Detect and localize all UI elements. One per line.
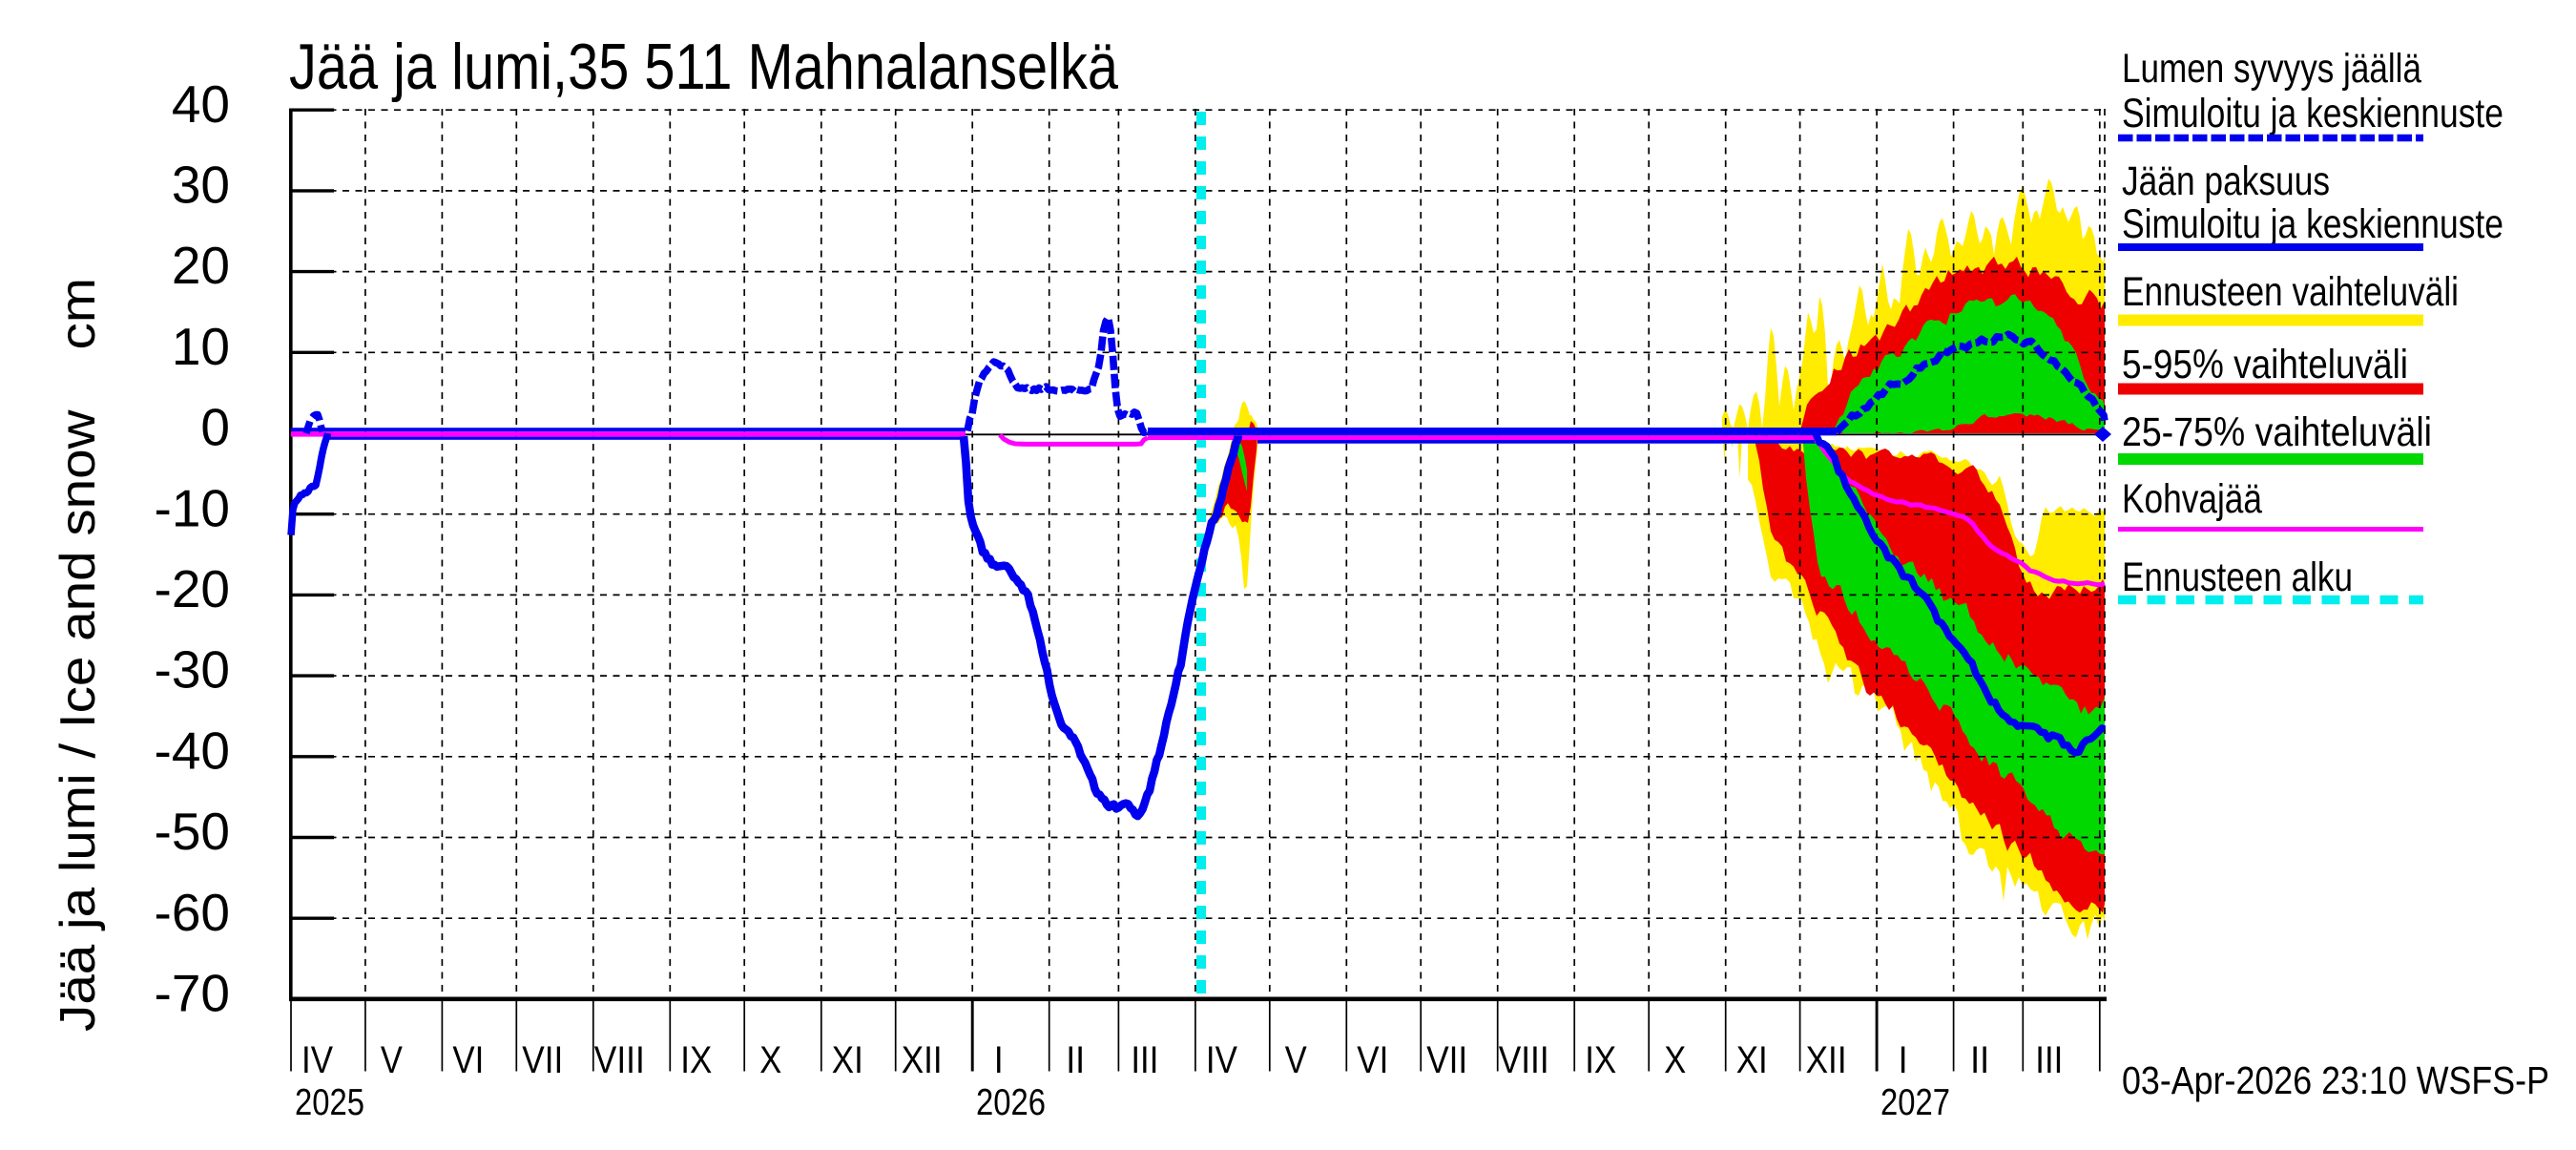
svg-text:XI: XI: [1736, 1039, 1768, 1081]
svg-text:VII: VII: [522, 1039, 563, 1081]
svg-text:Ennusteen vaihteluväli: Ennusteen vaihteluväli: [2122, 270, 2459, 315]
svg-text:-30: -30: [155, 640, 231, 700]
svg-text:IX: IX: [680, 1039, 712, 1081]
svg-text:X: X: [1664, 1039, 1686, 1081]
svg-text:III: III: [1131, 1039, 1158, 1081]
svg-text:-50: -50: [155, 802, 231, 861]
svg-text:VII: VII: [1426, 1039, 1467, 1081]
svg-text:Lumen syvyys jäällä: Lumen syvyys jäällä: [2122, 47, 2421, 92]
svg-text:IV: IV: [1206, 1039, 1237, 1081]
svg-text:VI: VI: [452, 1039, 484, 1081]
svg-text:25-75% vaihteluväli: 25-75% vaihteluväli: [2122, 410, 2432, 455]
svg-text:03-Apr-2026 23:10 WSFS-P: 03-Apr-2026 23:10 WSFS-P: [2122, 1058, 2549, 1102]
svg-text:-10: -10: [155, 478, 231, 537]
svg-text:V: V: [1285, 1039, 1307, 1081]
svg-text:40: 40: [172, 74, 230, 134]
svg-text:Simuloitu ja keskiennuste: Simuloitu ja keskiennuste: [2122, 202, 2503, 247]
svg-text:III: III: [2035, 1039, 2063, 1081]
svg-text:30: 30: [172, 156, 230, 215]
svg-text:2026: 2026: [976, 1082, 1046, 1123]
svg-text:Ennusteen alku: Ennusteen alku: [2122, 555, 2353, 600]
svg-text:VI: VI: [1357, 1039, 1388, 1081]
svg-text:XI: XI: [832, 1039, 863, 1081]
svg-text:2027: 2027: [1880, 1082, 1950, 1123]
svg-text:Jään paksuus: Jään paksuus: [2122, 159, 2330, 204]
svg-text:-20: -20: [155, 559, 231, 618]
svg-text:II: II: [1066, 1039, 1085, 1081]
svg-text:VIII: VIII: [594, 1039, 645, 1081]
svg-text:Jää ja lumi / Ice and snow: Jää ja lumi / Ice and snow cm: [51, 278, 106, 1032]
svg-text:I: I: [994, 1039, 1004, 1081]
svg-text:II: II: [1970, 1039, 1989, 1081]
svg-text:0: 0: [200, 398, 230, 457]
svg-text:-40: -40: [155, 721, 231, 780]
svg-text:X: X: [759, 1039, 781, 1081]
svg-text:IV: IV: [301, 1039, 333, 1081]
svg-text:2025: 2025: [295, 1082, 364, 1123]
svg-text:XII: XII: [1806, 1039, 1847, 1081]
svg-text:-70: -70: [155, 964, 231, 1023]
svg-text:5-95% vaihteluväli: 5-95% vaihteluväli: [2122, 343, 2408, 387]
svg-text:XII: XII: [902, 1039, 943, 1081]
svg-text:Simuloitu ja keskiennuste: Simuloitu ja keskiennuste: [2122, 92, 2503, 136]
svg-text:10: 10: [172, 317, 230, 376]
svg-text:Jää ja lumi,35 511 Mahnalansel: Jää ja lumi,35 511 Mahnalanselkä: [289, 31, 1118, 103]
svg-text:Kohvajää: Kohvajää: [2122, 477, 2262, 522]
svg-text:V: V: [381, 1039, 403, 1081]
svg-text:-60: -60: [155, 883, 231, 942]
svg-text:VIII: VIII: [1499, 1039, 1549, 1081]
svg-text:I: I: [1899, 1039, 1908, 1081]
svg-text:20: 20: [172, 236, 230, 295]
svg-text:IX: IX: [1585, 1039, 1616, 1081]
